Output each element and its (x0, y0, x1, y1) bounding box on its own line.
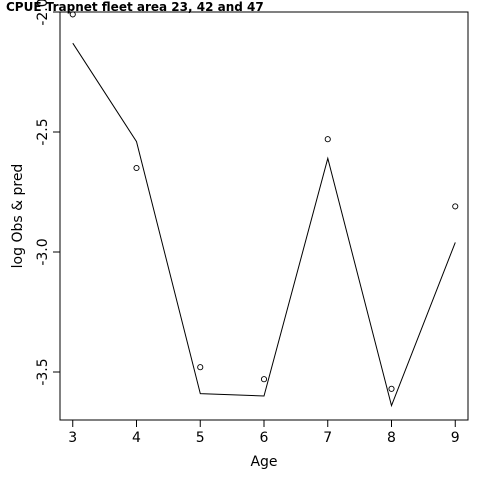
chart-title: CPUE Trapnet fleet area 23, 42 and 47 (6, 0, 264, 14)
observed-point (452, 203, 459, 210)
observed-point (260, 376, 268, 383)
observed-point (324, 136, 331, 143)
observed-point (69, 11, 76, 18)
y-tick-label: -2.0 (35, 0, 51, 26)
x-tick-label: 4 (132, 430, 141, 446)
predicted-line (72, 42, 456, 408)
observed-point (388, 385, 395, 392)
y-tick-label: -3.0 (35, 238, 51, 265)
x-tick-label: 7 (323, 430, 332, 446)
x-tick-label: 8 (387, 430, 396, 446)
x-axis: 3 4 5 6 7 8 9 (68, 420, 460, 446)
observed-point (133, 164, 140, 172)
x-tick-label: 5 (196, 430, 205, 446)
y-axis-label: log Obs & pred (10, 164, 26, 269)
y-tick-label: -3.5 (35, 358, 51, 385)
y-axis: -3.5 -3.0 -2.5 -2.0 (35, 0, 60, 386)
x-tick-label: 9 (451, 430, 460, 446)
x-axis-label: Age (250, 454, 277, 470)
x-tick-label: 3 (68, 430, 77, 446)
y-tick-label: -2.5 (35, 118, 51, 145)
x-tick-label: 6 (260, 430, 269, 446)
series-layer (69, 11, 459, 408)
observed-point (197, 364, 204, 371)
